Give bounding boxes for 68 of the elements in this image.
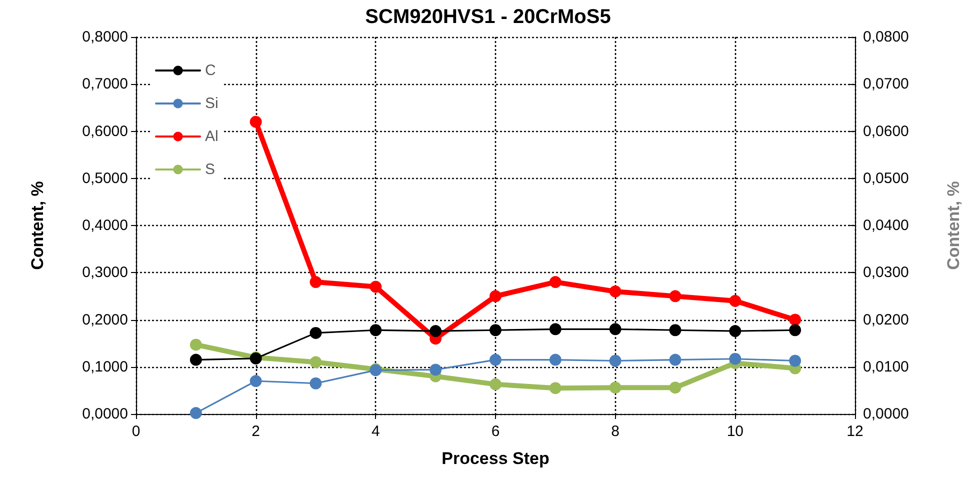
y2-axis-title: Content, %	[944, 181, 963, 270]
y-tick-label: 0,3000	[82, 264, 128, 282]
point	[609, 285, 622, 298]
y-tick-label: 0,7000	[82, 76, 128, 93]
legend-label: Al	[205, 128, 218, 145]
point	[250, 375, 262, 388]
point	[310, 356, 322, 368]
y-tick-label: 0,8000	[82, 28, 128, 46]
point	[490, 354, 502, 366]
x-tick-label: 12	[846, 423, 864, 440]
y2-tick-label: 0,0400	[863, 217, 909, 234]
chart-title: SCM920HVS1 - 20CrMoS5	[365, 6, 611, 28]
y-tick-label: 0,4000	[82, 217, 128, 234]
point	[549, 323, 562, 336]
y-tick-label: 0,1000	[82, 358, 128, 376]
legend-label: Si	[205, 95, 218, 112]
y2-tick-label: 0,0100	[863, 358, 909, 376]
legend-label: C	[205, 62, 216, 79]
point	[370, 324, 382, 336]
point	[310, 276, 322, 288]
point	[430, 325, 442, 338]
point	[729, 352, 742, 365]
point	[430, 364, 442, 376]
y-tick-label: 0,5000	[82, 170, 128, 187]
point	[609, 382, 622, 394]
y2-tick-label: 0,0600	[863, 122, 909, 140]
y-axis-title: Content, %	[28, 181, 47, 270]
point	[789, 324, 802, 336]
point	[490, 290, 502, 302]
point	[370, 280, 382, 293]
point	[490, 324, 502, 336]
y-tick-label: 0,0000	[82, 406, 128, 422]
y2-tick-label: 0,0000	[863, 406, 909, 422]
point	[609, 323, 622, 336]
point	[549, 276, 562, 288]
y2-tick-label: 0,0300	[863, 264, 909, 282]
point	[190, 354, 202, 366]
point	[250, 116, 262, 128]
x-axis-title: Process Step	[442, 449, 550, 468]
x-tick-label: 0	[132, 423, 140, 440]
x-tick-label: 10	[726, 423, 744, 440]
point	[669, 354, 682, 366]
point	[490, 378, 502, 390]
point	[669, 290, 682, 302]
point	[549, 382, 562, 394]
point	[789, 354, 802, 367]
x-tick-label: 8	[611, 423, 620, 440]
y2-tick-label: 0,0200	[863, 311, 909, 328]
y2-tick-label: 0,0700	[863, 76, 909, 93]
point	[669, 382, 682, 394]
y-tick-label: 0,2000	[82, 311, 128, 328]
x-tick-label: 2	[252, 423, 260, 440]
y2-tick-label: 0,0800	[863, 28, 909, 46]
point	[310, 326, 322, 339]
y-tick-label: 0,6000	[82, 122, 128, 140]
point	[729, 294, 742, 307]
point	[190, 338, 202, 351]
point	[669, 324, 682, 336]
x-tick-label: 4	[371, 423, 380, 440]
point	[549, 354, 562, 366]
x-tick-label: 6	[491, 423, 500, 440]
point	[729, 325, 742, 338]
legend-label: S	[205, 161, 216, 178]
point	[190, 407, 202, 420]
point	[310, 377, 322, 390]
point	[609, 354, 622, 367]
point	[789, 314, 802, 326]
y2-tick-label: 0,0500	[863, 170, 909, 187]
